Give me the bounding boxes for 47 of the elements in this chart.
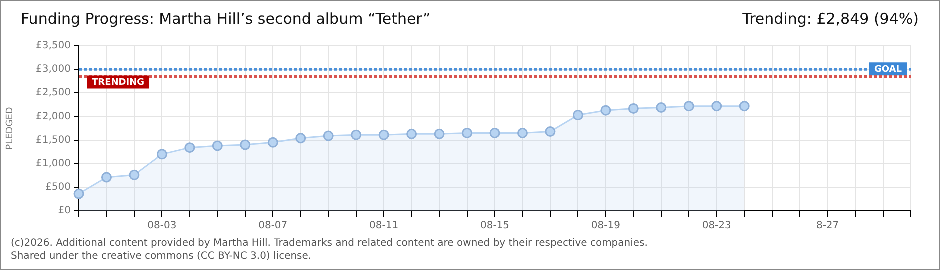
x-tick-label: 08-11 — [370, 220, 399, 232]
point — [378, 130, 390, 140]
point — [296, 133, 306, 144]
y-tick-label: £1,500 — [36, 134, 71, 146]
point — [212, 140, 223, 152]
y-tick-label: £2,500 — [36, 88, 71, 99]
y-tick-label: £1,000 — [36, 158, 71, 170]
point — [490, 128, 500, 138]
chart-title: Funding Progress: Martha Hill’s second album “Tether” — [21, 10, 431, 28]
text: Shared under the creative commons (CC BY-NC 3.0) license. — [11, 250, 313, 263]
x-tick-label: 08-07 — [258, 220, 288, 232]
y-tick-label: £3,000 — [36, 64, 71, 76]
point — [600, 105, 612, 116]
point — [434, 128, 445, 140]
x-tick-label: 08-23 — [702, 220, 732, 232]
point — [323, 130, 334, 142]
chart-subtitle: Trending: £2,849 (94%) — [742, 10, 919, 28]
point — [656, 102, 667, 114]
y-axis-title: PLEDGED — [6, 107, 16, 150]
point — [572, 110, 584, 121]
text: (c)2026. Additional content provided by Martha Hill. Trademarks and related content are owned by their respective companies. — [11, 237, 648, 250]
point — [74, 188, 84, 200]
ref-line-label: GOAL — [874, 64, 902, 75]
y-tick-label: £2,000 — [36, 111, 71, 122]
x-tick-label: 08-19 — [591, 220, 620, 232]
point — [406, 128, 418, 140]
y-tick-label: £0 — [58, 206, 71, 217]
point — [628, 103, 639, 114]
point — [545, 126, 556, 138]
point — [739, 101, 750, 112]
ref-line-label: TRENDING — [92, 78, 144, 88]
point — [351, 130, 362, 140]
point — [156, 149, 168, 160]
point — [129, 170, 140, 180]
point — [240, 140, 251, 150]
x-tick-label: 08-03 — [148, 220, 177, 232]
point — [268, 137, 278, 148]
point — [462, 128, 473, 138]
point — [101, 172, 112, 183]
y-tick-label: £500 — [46, 182, 71, 194]
point — [517, 128, 528, 138]
point — [712, 101, 722, 112]
y-tick-label: £3,500 — [36, 40, 71, 52]
x-tick-label: 8-27 — [816, 220, 840, 232]
point — [684, 101, 694, 112]
point — [184, 142, 196, 154]
x-tick-label: 08-15 — [480, 220, 510, 232]
